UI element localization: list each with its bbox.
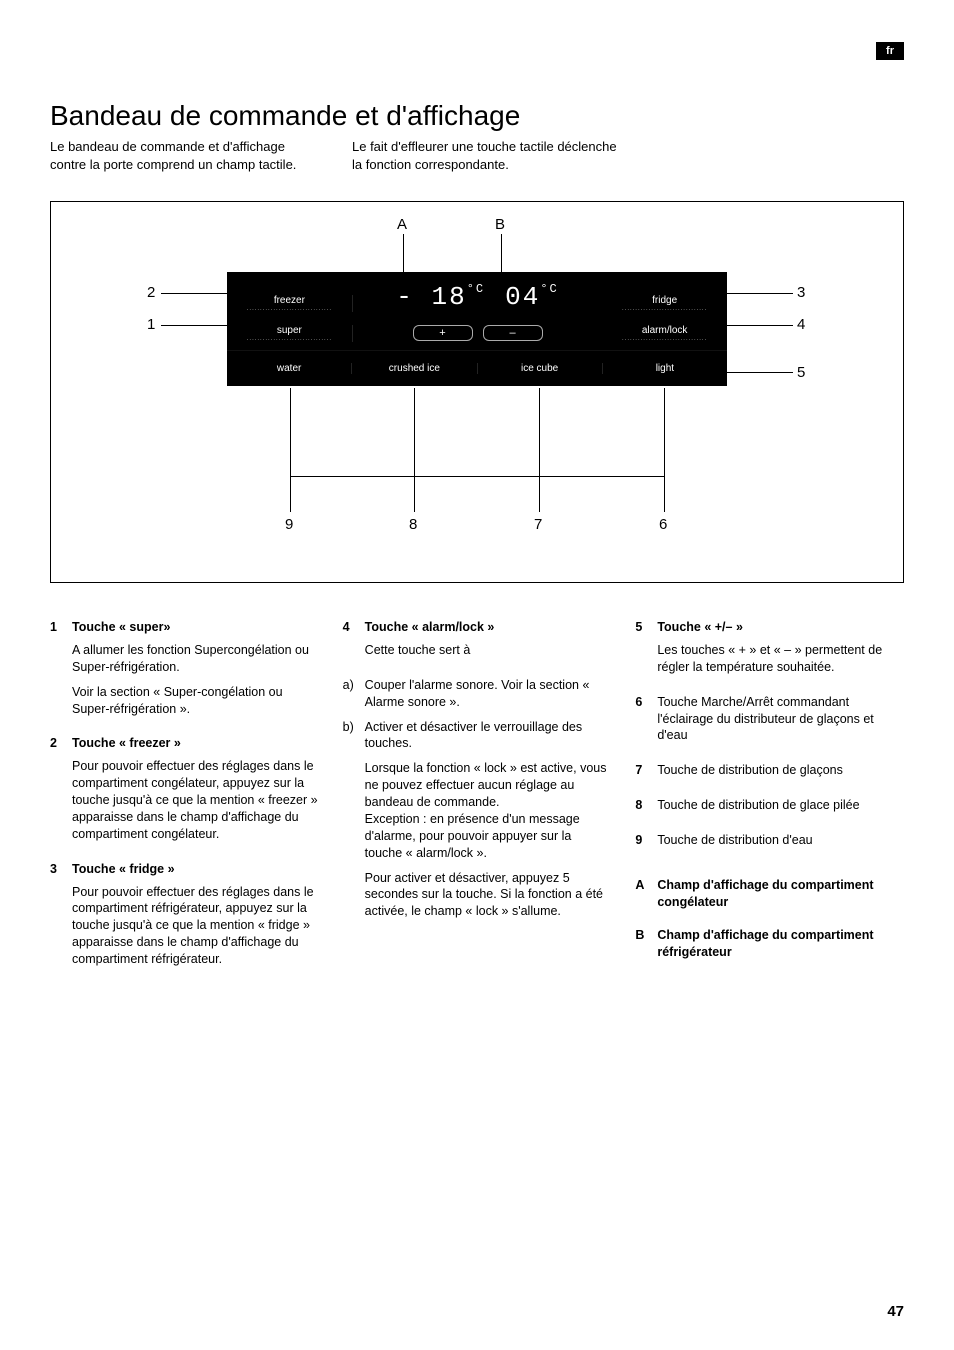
column-1: 1 Touche « super» A allumer les fonction… [50,619,319,986]
subitem-label: a) [343,677,365,711]
alarm-lock-label: alarm/lock [640,325,690,338]
item-number: 7 [635,762,657,787]
item-text: Pour pouvoir effectuer des réglages dans… [72,884,319,968]
item-title: Touche « +/– » [657,619,904,636]
callout-7: 7 [534,516,542,533]
intro-left: Le bandeau de commande et d'affichage co… [50,138,320,173]
control-panel-diagram: A B 2 1 3 4 5 freezer ··················… [107,216,847,546]
item-text: Pour activer et désactiver, appuyez 5 se… [365,870,612,921]
callout-3: 3 [797,284,805,301]
language-badge: fr [876,42,904,60]
item-A: A Champ d'affichage du compartiment cong… [635,877,904,917]
dots-icon: ································ [602,338,727,342]
item-7: 7 Touche de distribution de glaçons [635,762,904,787]
item-number: 3 [50,861,72,976]
item-number: 5 [635,619,657,684]
dots-icon: ································ [227,308,352,312]
callout-9: 9 [285,516,293,533]
item-4: 4 Touche « alarm/lock » Cette touche ser… [343,619,612,667]
page-number: 47 [887,1303,904,1320]
callout-5: 5 [797,364,805,381]
temperature-display: - 18°C 04°C [353,282,603,312]
item-text: Touche de distribution d'eau [657,832,904,849]
super-button-area: super ································ [227,325,353,342]
ice-cube-button-area: ice cube [478,363,603,374]
super-label: super [275,325,304,338]
item-B: B Champ d'affichage du compartiment réfr… [635,927,904,967]
item-number: 9 [635,832,657,857]
leader-line [290,476,414,477]
callout-6: 6 [659,516,667,533]
item-text: Cette touche sert à [365,642,612,659]
water-button-area: water [227,363,352,374]
dots-icon: ································ [227,338,352,342]
item-4-cont: Lorsque la fonction « lock » est active,… [343,760,612,928]
page-title: Bandeau de commande et d'affichage [50,100,904,132]
crushed-ice-button-area: crushed ice [352,363,477,374]
item-number: 4 [343,619,365,667]
subitem-a: a) Couper l'alarme sonore. Voir la secti… [343,677,612,711]
item-title: Touche « freezer » [72,735,319,752]
callout-4: 4 [797,316,805,333]
plus-button: + [413,325,473,341]
description-columns: 1 Touche « super» A allumer les fonction… [50,619,904,986]
item-text: Les touches « + » et « – » permettent de… [657,642,904,676]
control-panel: freezer ································… [227,272,727,386]
leader-line [539,476,665,477]
item-8: 8 Touche de distribution de glace pilée [635,797,904,822]
light-button-area: light [603,363,727,374]
item-9: 9 Touche de distribution d'eau [635,832,904,857]
item-1: 1 Touche « super» A allumer les fonction… [50,619,319,725]
item-number: B [635,927,657,967]
leader-line [664,388,665,512]
intro-block: Le bandeau de commande et d'affichage co… [50,138,904,173]
callout-B: B [495,216,505,233]
callout-8: 8 [409,516,417,533]
item-title: Champ d'affichage du compartiment réfrig… [657,927,904,961]
leader-line [539,388,540,512]
item-6: 6 Touche Marche/Arrêt commandant l'éclai… [635,694,904,753]
item-text: Touche de distribution de glaçons [657,762,904,779]
item-title: Touche « super» [72,619,319,636]
item-2: 2 Touche « freezer » Pour pouvoir effect… [50,735,319,850]
fridge-button-area: fridge ································ [602,295,727,312]
item-3: 3 Touche « fridge » Pour pouvoir effectu… [50,861,319,976]
item-title: Touche « alarm/lock » [365,619,612,636]
alarm-lock-button-area: alarm/lock ·····························… [602,325,727,342]
item-text: A allumer les fonction Supercongélation … [72,642,319,676]
figure-frame: A B 2 1 3 4 5 freezer ··················… [50,201,904,583]
item-number: 8 [635,797,657,822]
subitem-b: b) Activer et désactiver le verrouillage… [343,719,612,753]
dots-icon: ································ [602,308,727,312]
subitem-text: Couper l'alarme sonore. Voir la section … [365,677,612,711]
item-number: A [635,877,657,917]
leader-line [290,388,291,512]
item-number: 6 [635,694,657,753]
freezer-temp: - 18°C [396,282,485,312]
callout-A: A [397,216,407,233]
item-text: Touche de distribution de glace pilée [657,797,904,814]
column-2: 4 Touche « alarm/lock » Cette touche ser… [343,619,612,986]
subitem-label: b) [343,719,365,753]
minus-button: – [483,325,543,341]
callout-2: 2 [147,284,155,301]
subitem-text: Activer et désactiver le verrouillage de… [365,719,612,753]
callout-1: 1 [147,316,155,333]
item-title: Champ d'affichage du compartiment congél… [657,877,904,911]
freezer-button-area: freezer ································ [227,295,353,312]
item-text: Lorsque la fonction « lock » est active,… [365,760,612,861]
leader-line [414,476,540,477]
item-text: Voir la section « Super-congélation ou S… [72,684,319,718]
item-text: Pour pouvoir effectuer des réglages dans… [72,758,319,842]
item-5: 5 Touche « +/– » Les touches « + » et « … [635,619,904,684]
intro-right: Le fait d'effleurer une touche tactile d… [352,138,622,173]
item-title: Touche « fridge » [72,861,319,878]
item-text: Touche Marche/Arrêt commandant l'éclaira… [657,694,904,745]
column-3: 5 Touche « +/– » Les touches « + » et « … [635,619,904,986]
leader-line [414,388,415,512]
item-number: 2 [50,735,72,850]
plus-minus-area: + – [353,325,603,341]
item-number: 1 [50,619,72,725]
fridge-temp: 04°C [505,282,559,312]
